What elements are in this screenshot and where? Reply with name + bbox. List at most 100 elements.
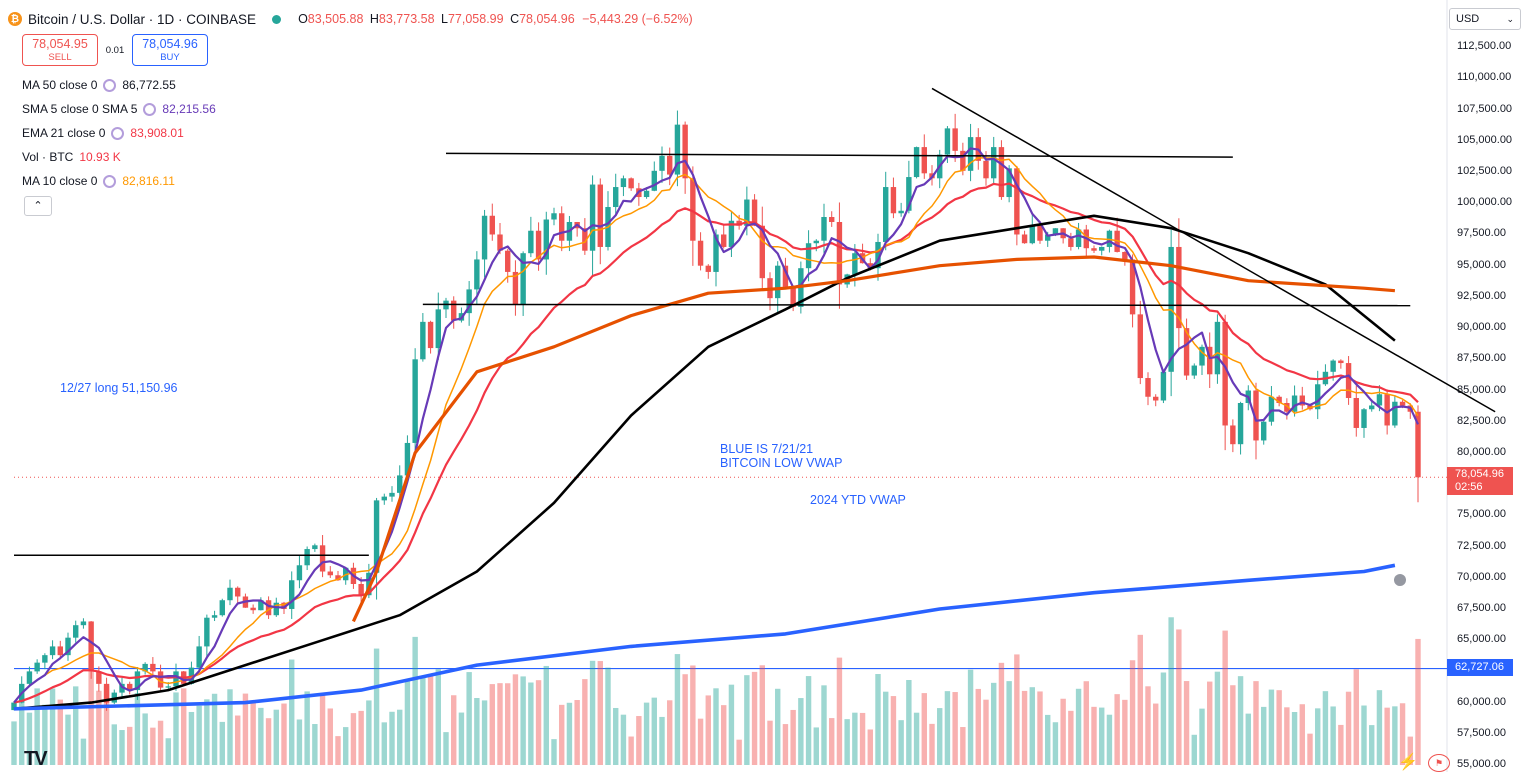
- volume-bar: [1291, 712, 1298, 765]
- candle-body: [1361, 409, 1367, 428]
- price-tick-label: 107,500.00: [1457, 102, 1513, 115]
- volume-bar: [1045, 714, 1051, 765]
- candle-body: [358, 584, 364, 596]
- volume-bar: [211, 693, 218, 765]
- candle-body: [659, 155, 665, 171]
- price-tick-label: 90,000.00: [1457, 321, 1506, 334]
- candle-body: [1237, 403, 1244, 445]
- volume-bar: [49, 688, 56, 765]
- volume-bar: [1322, 691, 1329, 765]
- volume-bar: [34, 688, 40, 765]
- volume-bar: [481, 700, 488, 765]
- volume-bar: [952, 692, 958, 765]
- candle-body: [751, 199, 758, 226]
- volume-bar: [489, 684, 495, 765]
- refresh-icon[interactable]: [103, 174, 117, 188]
- volume-bar: [497, 683, 503, 765]
- candle-body: [373, 500, 380, 573]
- volume-bar: [1060, 698, 1066, 765]
- volume-bar: [775, 688, 781, 765]
- volume-bar: [26, 712, 33, 765]
- volume-bar: [883, 691, 889, 765]
- bolt-icon[interactable]: ⚡: [1398, 754, 1418, 771]
- candle-body: [906, 177, 912, 211]
- symbol-title[interactable]: Bitcoin / U.S. Dollar · 1D · COINBASE: [28, 11, 257, 27]
- buy-button[interactable]: 78,054.96 BUY: [132, 34, 208, 66]
- candle-body: [890, 187, 897, 214]
- candle-body: [759, 225, 765, 279]
- candle-body: [1068, 238, 1074, 247]
- refresh-icon[interactable]: [143, 102, 157, 116]
- volume-bar: [103, 686, 110, 765]
- collapse-legend-button[interactable]: ⌃: [24, 196, 52, 216]
- candle-body: [821, 217, 827, 241]
- indicator-sma5[interactable]: SMA 5 close 0 SMA 5 82,215.56: [22, 102, 216, 116]
- candle-body: [80, 621, 87, 626]
- volume-bar: [759, 665, 765, 765]
- volume-bar: [991, 682, 997, 765]
- candle-body: [505, 250, 511, 272]
- candle-body: [26, 671, 33, 684]
- candle-body: [389, 492, 395, 497]
- candle-body: [921, 147, 927, 174]
- sell-button[interactable]: 78,054.95 SELL: [22, 34, 98, 66]
- price-tick-label: 67,500.00: [1457, 601, 1506, 614]
- candle-body: [1338, 360, 1344, 364]
- candle-body: [697, 240, 704, 266]
- volume-bar: [458, 712, 465, 765]
- candle-body: [173, 671, 179, 687]
- volume-bar: [127, 726, 133, 765]
- indicator-ema21[interactable]: EMA 21 close 0 83,908.01: [22, 126, 184, 140]
- volume-bar: [466, 672, 472, 765]
- volume-bar: [427, 676, 434, 765]
- indicator-volume[interactable]: Vol · BTC 10.93 K: [22, 150, 121, 164]
- candle-body: [1291, 395, 1298, 412]
- candle-body: [551, 213, 557, 220]
- clock-icon[interactable]: [1394, 574, 1406, 586]
- candle-body: [1037, 225, 1043, 241]
- volume-bar: [343, 727, 349, 765]
- open-value: 83,505.88: [307, 12, 364, 26]
- refresh-icon[interactable]: [111, 126, 125, 140]
- candle-body: [427, 321, 434, 349]
- candle-body: [667, 155, 673, 175]
- flag-icon[interactable]: ⚑: [1428, 754, 1450, 772]
- volume-bar: [697, 718, 704, 765]
- volume-bar: [1384, 707, 1390, 765]
- volume-bar: [65, 714, 71, 765]
- candle-body: [1199, 346, 1205, 366]
- candle-body: [1345, 363, 1352, 399]
- candle-body: [157, 671, 164, 688]
- volume-bar: [389, 711, 395, 765]
- candle-body: [211, 615, 218, 618]
- volume-bar: [1222, 630, 1228, 765]
- indicator-value: 82,816.11: [122, 174, 175, 188]
- volume-bar: [674, 654, 681, 765]
- candle-body: [1176, 246, 1182, 329]
- candle-body: [721, 234, 727, 247]
- candle-body: [967, 137, 974, 171]
- volume-bar: [188, 711, 195, 765]
- candle-body: [1145, 378, 1151, 397]
- volume-bar: [19, 696, 25, 765]
- tradingview-logo[interactable]: TV: [24, 748, 48, 770]
- volume-bar: [620, 714, 627, 765]
- currency-select[interactable]: USD ⌄: [1449, 8, 1521, 30]
- volume-bar: [443, 732, 449, 765]
- refresh-icon[interactable]: [103, 78, 117, 92]
- indicator-ma50[interactable]: MA 50 close 0 86,772.55: [22, 78, 176, 92]
- candle-body: [1052, 228, 1059, 235]
- candle-body: [165, 686, 171, 688]
- candle-body: [96, 671, 102, 684]
- volume-bar: [1160, 672, 1167, 765]
- candle-body: [1137, 314, 1143, 379]
- candle-body: [127, 683, 133, 691]
- candle-body: [690, 178, 696, 241]
- volume-bar: [559, 704, 565, 765]
- market-status-dot: [272, 14, 282, 24]
- indicator-ma10[interactable]: MA 10 close 0 82,816.11: [22, 174, 175, 188]
- volume-bar: [721, 705, 727, 765]
- candle-body: [790, 286, 796, 307]
- candle-body: [196, 646, 202, 668]
